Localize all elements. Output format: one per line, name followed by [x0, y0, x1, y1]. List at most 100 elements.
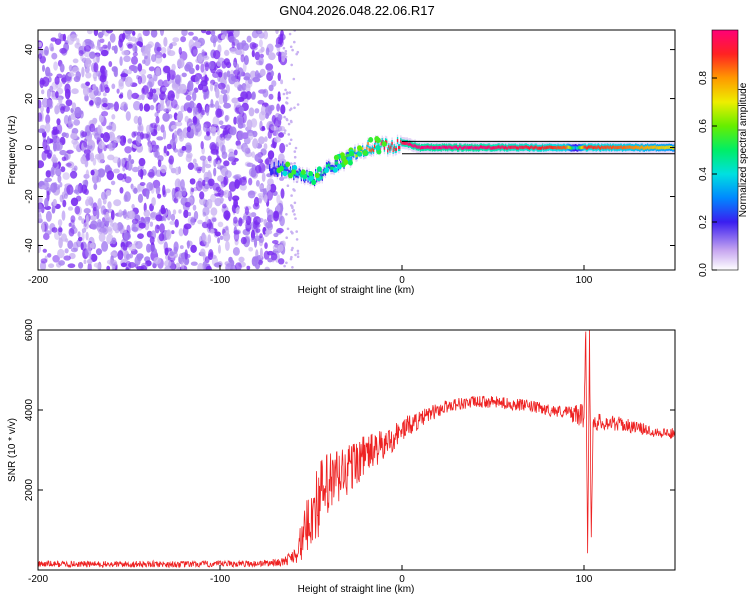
noise-blob: [155, 214, 163, 222]
noise-blob: [157, 103, 165, 111]
colorbar-label: Normalized spectral amplitude: [738, 82, 749, 217]
noise-blob: [163, 145, 167, 154]
noise-blob: [213, 50, 221, 60]
noise-blob: [63, 114, 69, 125]
noise-blob: [225, 240, 230, 251]
noise-dot: [285, 144, 289, 147]
noise-blob: [272, 244, 280, 252]
noise-blob: [201, 84, 209, 93]
noise-blob: [158, 233, 165, 242]
noise-blob: [279, 142, 286, 154]
track-core: [648, 146, 650, 150]
noise-blob: [123, 103, 128, 112]
track-core: [608, 146, 611, 150]
noise-blob: [276, 227, 284, 234]
noise-blob: [59, 194, 64, 203]
noise-blob: [268, 93, 274, 100]
noise-blob: [224, 49, 230, 57]
noise-blob: [261, 172, 266, 182]
noise-blob: [68, 64, 73, 72]
noise-blob: [239, 183, 247, 191]
track-core: [540, 146, 542, 150]
track-core: [354, 148, 356, 152]
noise-blob: [89, 51, 96, 59]
noise-blob: [204, 163, 212, 169]
noise-blob: [107, 102, 114, 108]
track-blob: [332, 167, 338, 173]
noise-blob: [67, 120, 74, 128]
noise-blob: [155, 185, 161, 195]
noise-dot: [296, 50, 300, 54]
noise-blob: [154, 54, 163, 64]
snr-x-ticks: -200 -100 0 100: [28, 565, 593, 585]
noise-blob: [88, 252, 92, 260]
noise-blob: [85, 72, 92, 79]
spectrogram-signal-track: [269, 134, 675, 189]
track-core: [550, 145, 553, 149]
noise-blob: [170, 213, 176, 221]
noise-blob: [210, 99, 214, 107]
track-core: [289, 168, 292, 172]
noise-blob: [145, 190, 150, 200]
noise-blob: [248, 107, 255, 117]
noise-blob: [193, 41, 202, 47]
track-core: [541, 146, 543, 150]
noise-blob: [93, 62, 99, 73]
noise-blob: [120, 158, 125, 167]
noise-blob: [85, 199, 90, 207]
noise-blob: [202, 206, 210, 216]
noise-blob: [51, 208, 56, 214]
track-core: [431, 146, 434, 150]
noise-blob: [86, 258, 93, 265]
noise-blob: [105, 211, 109, 217]
noise-blob: [251, 43, 259, 48]
noise-blob: [213, 190, 218, 195]
noise-blob: [127, 138, 133, 144]
track-core: [435, 146, 437, 150]
noise-blob: [170, 261, 175, 270]
noise-blob: [55, 167, 62, 177]
noise-dot: [286, 184, 290, 187]
noise-blob: [67, 206, 74, 211]
noise-blob: [209, 251, 213, 258]
noise-blob: [137, 255, 143, 262]
y-tick-label: 40: [24, 44, 35, 56]
noise-dot: [283, 264, 286, 268]
track-core: [442, 145, 445, 149]
colorbar-frame: [711, 29, 739, 271]
track-core: [517, 146, 519, 150]
noise-blob: [123, 232, 131, 241]
noise-blob: [65, 238, 69, 243]
track-core: [484, 146, 486, 150]
noise-blob: [67, 240, 74, 250]
x-tick-label: -100: [210, 275, 230, 286]
noise-blob: [61, 156, 67, 162]
track-core: [389, 147, 391, 151]
noise-blob: [131, 56, 138, 65]
track-core: [604, 145, 606, 149]
noise-blob: [246, 35, 252, 43]
track-core: [455, 145, 458, 149]
noise-blob: [49, 43, 54, 52]
noise-blob: [173, 246, 178, 254]
track-core: [459, 145, 461, 149]
noise-blob: [90, 253, 98, 262]
noise-blob: [201, 49, 205, 57]
track-core: [423, 146, 425, 150]
noise-blob: [184, 249, 188, 260]
track-core: [625, 146, 627, 150]
noise-blob: [189, 100, 195, 109]
noise-blob: [190, 128, 194, 139]
noise-blob: [241, 42, 249, 51]
track-core: [476, 145, 478, 150]
noise-blob: [113, 101, 119, 112]
track-core: [628, 145, 630, 149]
track-core: [475, 146, 477, 150]
noise-dot: [295, 230, 299, 233]
noise-blob: [116, 173, 124, 181]
noise-blob: [178, 228, 184, 237]
noise-blob: [119, 56, 123, 66]
noise-blob: [137, 193, 144, 203]
track-core: [651, 145, 653, 149]
noise-blob: [258, 185, 264, 190]
